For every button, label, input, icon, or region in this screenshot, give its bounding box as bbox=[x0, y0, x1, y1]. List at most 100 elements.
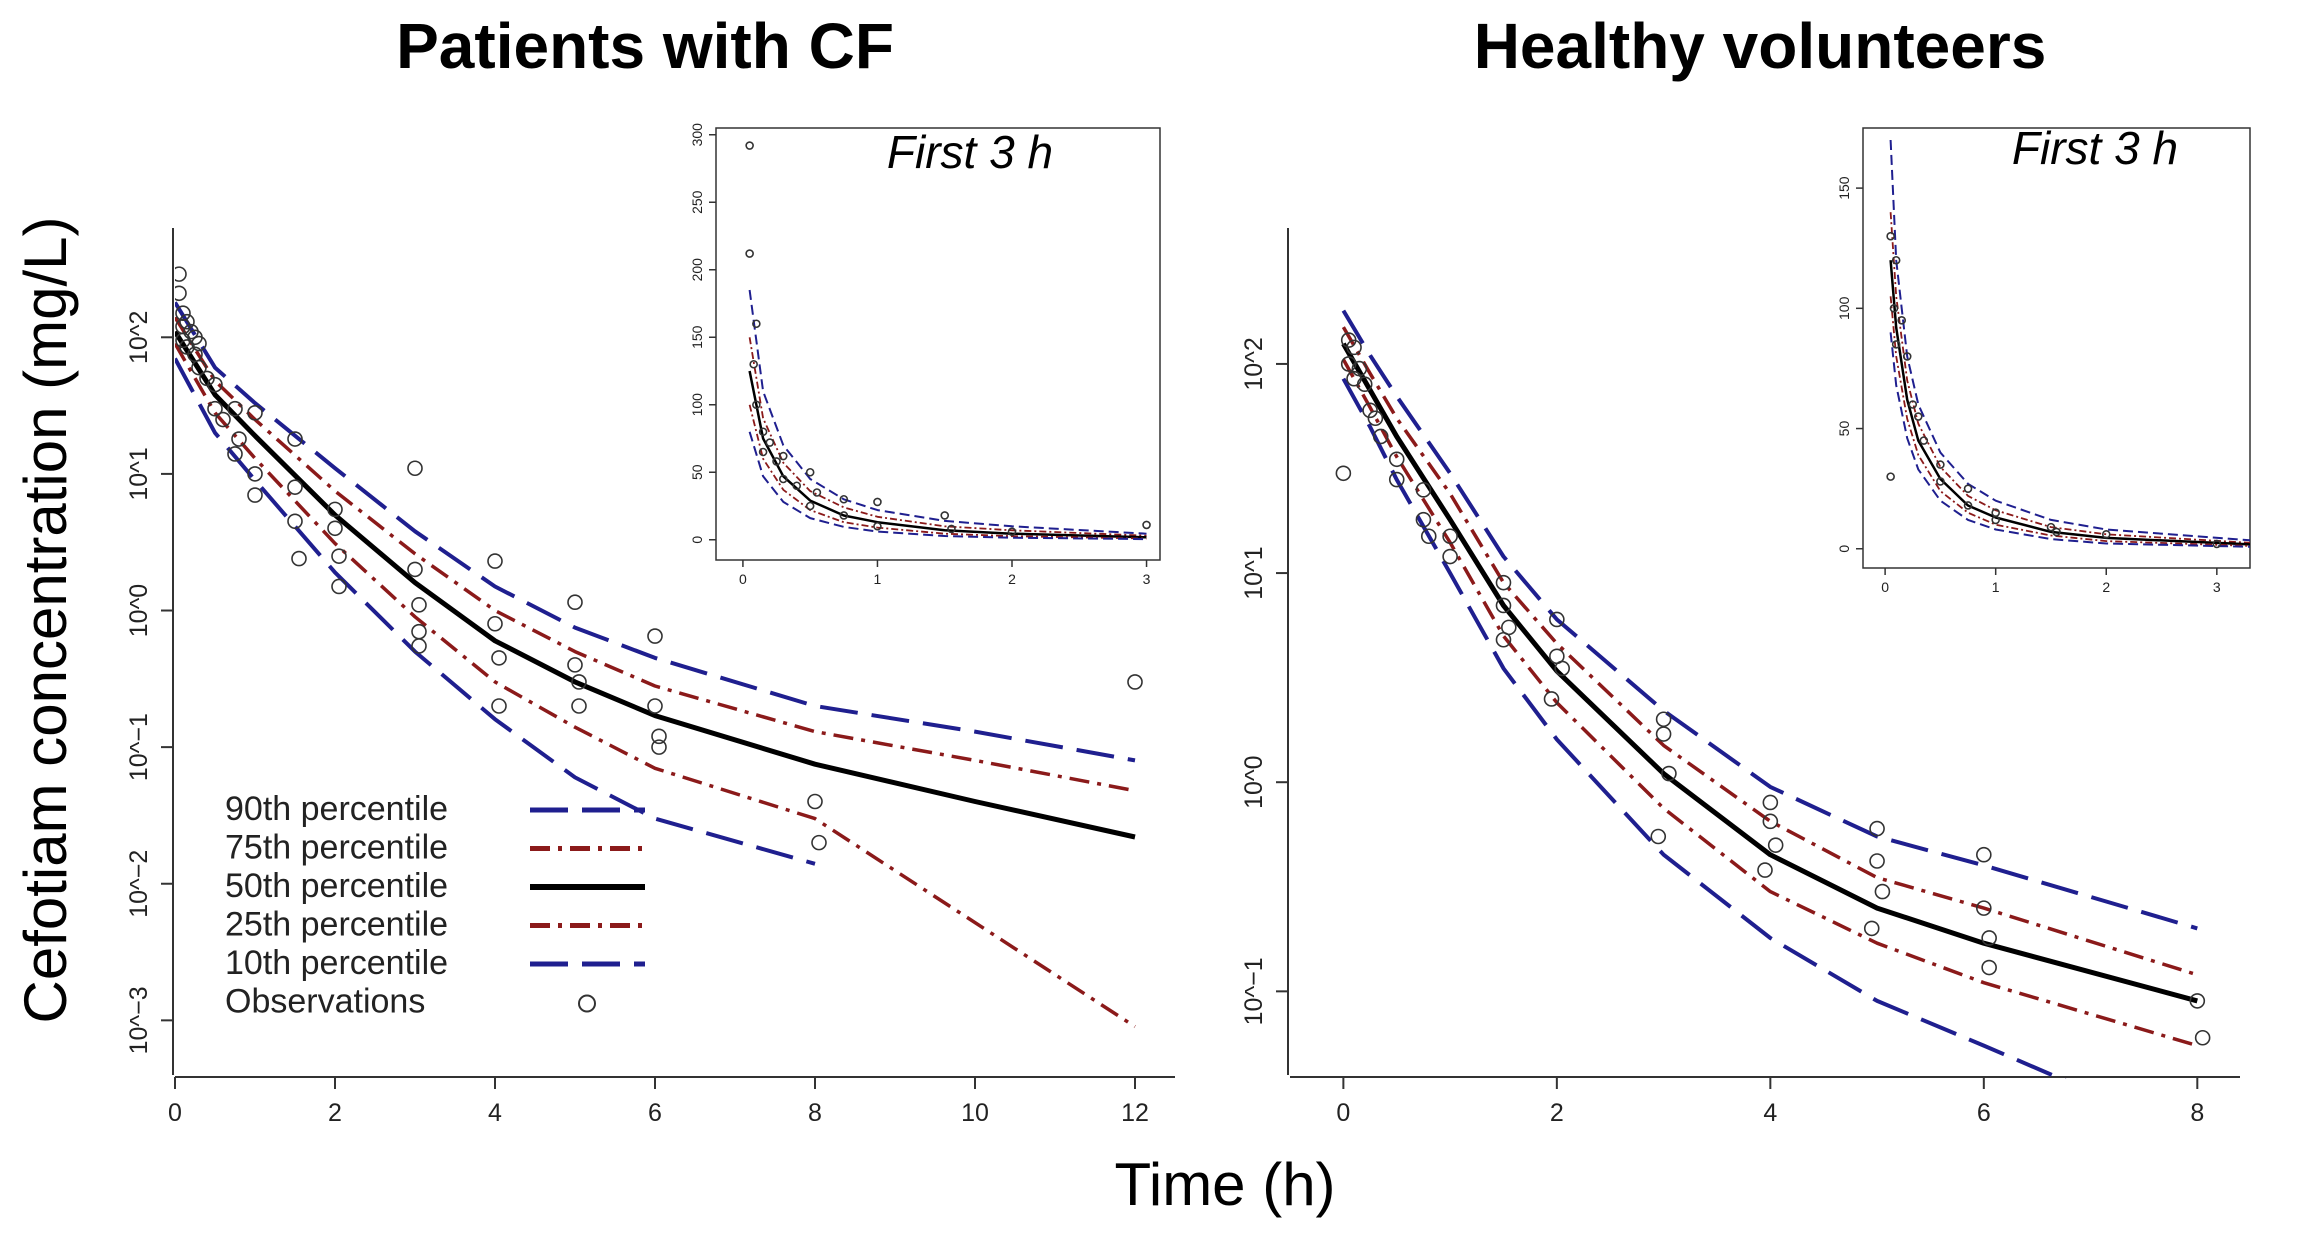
observation-point bbox=[287, 479, 303, 495]
observation-point bbox=[1554, 660, 1570, 677]
panel-title-hv: Healthy volunteers bbox=[1474, 10, 2047, 82]
x-tick-label: 10 bbox=[961, 1099, 989, 1127]
observation-point bbox=[1886, 472, 1895, 481]
x-tick-label: 12 bbox=[1121, 1099, 1149, 1127]
series-line-90th-percentile bbox=[1341, 309, 2198, 931]
observation-point bbox=[227, 446, 243, 462]
observation-point bbox=[2046, 522, 2056, 532]
x-tick-label: 3 bbox=[1143, 571, 1151, 587]
observation-point bbox=[1415, 482, 1432, 498]
hv-inset-title: First 3 h bbox=[2012, 122, 2178, 174]
observation-point bbox=[752, 400, 761, 410]
observation-point bbox=[1757, 862, 1773, 878]
y-tick-label: 50 bbox=[1836, 421, 1852, 437]
observation-point bbox=[1863, 920, 1880, 937]
legend-label: 75th percentile bbox=[225, 829, 448, 867]
x-tick-label: 8 bbox=[2190, 1099, 2204, 1127]
observation-point bbox=[1549, 611, 1565, 628]
y-tick-label: 0 bbox=[689, 536, 705, 544]
observation-point bbox=[1420, 528, 1437, 545]
hv-main-plot: 0 2 4 6 8 10^2 10^1 10^0 10^−1 bbox=[1240, 228, 2240, 1127]
observation-point bbox=[1346, 339, 1362, 356]
observation-point bbox=[571, 674, 587, 690]
observation-point bbox=[1655, 711, 1672, 728]
observation-point bbox=[1543, 691, 1560, 707]
y-tick-label: 150 bbox=[1836, 176, 1852, 200]
observation-point bbox=[1874, 883, 1891, 900]
observation-point bbox=[1650, 828, 1667, 845]
observation-point bbox=[2212, 539, 2222, 549]
observation-point bbox=[179, 313, 195, 330]
y-tick-label: 10^0 bbox=[125, 584, 153, 637]
observation-point bbox=[1351, 360, 1368, 377]
observation-point bbox=[1886, 231, 1895, 241]
observation-point bbox=[1495, 597, 1512, 614]
series-line-75th-percentile bbox=[1341, 326, 2198, 977]
observation-point bbox=[811, 834, 827, 851]
observation-point bbox=[1388, 451, 1405, 468]
x-tick-label: 0 bbox=[1881, 579, 1889, 595]
observation-point bbox=[1127, 674, 1143, 690]
observation-point bbox=[765, 438, 775, 447]
observation-point bbox=[805, 501, 815, 511]
series-line-25th-percentile bbox=[175, 342, 1136, 1029]
y-tick-label: 250 bbox=[689, 190, 705, 214]
x-tick-label: 3 bbox=[2213, 579, 2221, 595]
series-line-10th-percentile bbox=[1889, 332, 2250, 548]
observation-point bbox=[1442, 528, 1458, 545]
x-tick-label: 4 bbox=[488, 1099, 502, 1127]
observation-point bbox=[1976, 846, 1992, 863]
observation-point bbox=[247, 466, 263, 482]
observation-point bbox=[291, 550, 307, 567]
observation-point bbox=[1991, 515, 2000, 525]
series-line-50th-percentile bbox=[748, 370, 1147, 539]
observation-point bbox=[2052, 527, 2061, 537]
observation-point bbox=[772, 457, 781, 466]
observation-point bbox=[247, 405, 263, 421]
observation-point bbox=[1762, 794, 1779, 811]
x-tick-label: 1 bbox=[874, 571, 882, 587]
series-line-75th-percentile bbox=[1889, 212, 2250, 544]
observation-point bbox=[407, 460, 423, 477]
series-line-50th-percentile bbox=[1889, 260, 2250, 546]
observation-point bbox=[1897, 316, 1906, 325]
y-tick-label: 10^1 bbox=[125, 447, 153, 500]
y-tick-label: 150 bbox=[689, 325, 705, 349]
observation-point bbox=[651, 739, 667, 755]
observation-point bbox=[215, 411, 231, 428]
observation-point bbox=[752, 319, 761, 329]
observation-point bbox=[1415, 511, 1432, 528]
observation-point bbox=[327, 520, 343, 537]
observation-point bbox=[647, 628, 663, 644]
series-line-90th-percentile bbox=[1889, 139, 2250, 542]
observation-point bbox=[1902, 352, 1912, 361]
observation-point bbox=[567, 594, 583, 611]
observation-point bbox=[1142, 520, 1151, 530]
plot-area bbox=[745, 141, 1151, 541]
inset-frame bbox=[715, 127, 1161, 561]
legend-label: Observations bbox=[225, 983, 425, 1021]
series-line-75th-percentile bbox=[748, 337, 1147, 537]
observation-point bbox=[491, 650, 507, 666]
observation-point bbox=[839, 494, 849, 504]
observation-point bbox=[331, 578, 347, 595]
x-tick-label: 1 bbox=[1992, 579, 2000, 595]
observation-point bbox=[873, 497, 882, 507]
x-tick-label: 0 bbox=[739, 571, 747, 587]
y-tick-label: 10^0 bbox=[1240, 755, 1268, 808]
x-axis-label: Time (h) bbox=[1114, 1151, 1335, 1218]
observation-point bbox=[571, 698, 587, 714]
x-tick-label: 0 bbox=[168, 1099, 182, 1127]
observation-point bbox=[191, 359, 207, 376]
observation-point bbox=[758, 447, 768, 457]
series-line-50th-percentile bbox=[175, 330, 1136, 840]
observation-point bbox=[2189, 993, 2206, 1009]
observation-point bbox=[1869, 853, 1885, 869]
y-tick-label: 10^1 bbox=[1240, 546, 1268, 599]
observation-point bbox=[487, 553, 503, 569]
observation-point bbox=[1869, 820, 1885, 837]
observation-point bbox=[1340, 356, 1357, 372]
